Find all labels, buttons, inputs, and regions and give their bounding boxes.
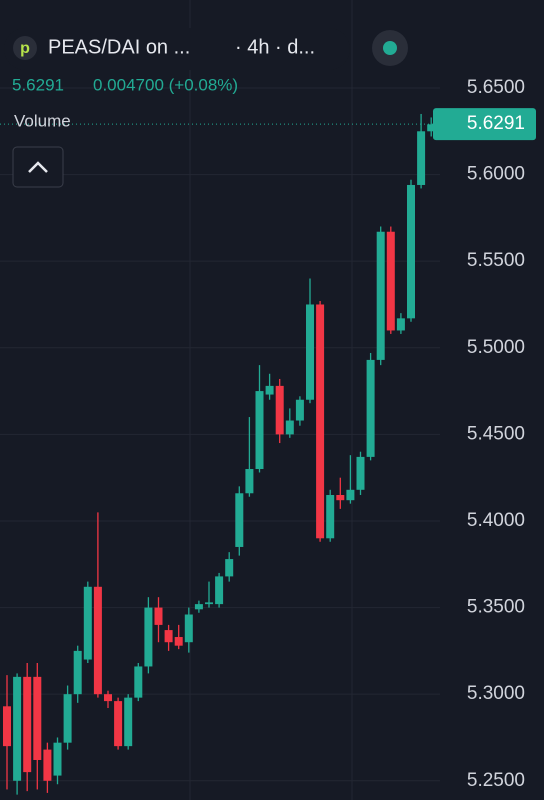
y-tick-label: 5.3000: [467, 683, 525, 704]
logo-letter: p: [20, 40, 30, 57]
candle-body: [194, 604, 203, 610]
candle-body: [164, 630, 173, 643]
candle-body: [306, 304, 314, 400]
candle-body: [83, 586, 92, 660]
candle-body: [255, 391, 264, 470]
y-tick-label: 5.6500: [467, 77, 525, 98]
candle-body: [184, 614, 193, 643]
candle-body: [366, 359, 375, 457]
candle-body: [225, 559, 234, 577]
candle-body: [386, 231, 395, 331]
candle-body: [336, 494, 345, 501]
candle-body: [376, 231, 385, 360]
logo: [13, 36, 37, 60]
candle-body: [356, 456, 365, 490]
y-tick-label: 5.5500: [467, 250, 525, 271]
candle-body: [93, 586, 102, 695]
candle-body: [114, 701, 123, 747]
candle-body: [33, 676, 42, 760]
candle-body: [104, 694, 112, 702]
candle-body: [154, 607, 163, 625]
y-tick-label: 5.4000: [467, 510, 525, 531]
candle-body: [174, 637, 183, 646]
candle-body: [205, 602, 213, 605]
candle-body: [3, 706, 11, 747]
candle-body: [53, 742, 62, 776]
y-tick-label: 5.6000: [467, 164, 525, 185]
candle-body: [134, 666, 143, 698]
candles: 5.6291: [0, 108, 536, 795]
candle-body: [144, 607, 153, 667]
candle-body: [427, 124, 436, 132]
candle-body: [245, 469, 254, 494]
chevron-up: [28, 161, 48, 173]
price-tag-label: 5.6291: [467, 113, 525, 134]
candle-body: [326, 494, 335, 539]
candle-body: [346, 489, 355, 501]
candle-body: [124, 697, 133, 747]
y-tick-label: 5.4500: [467, 423, 525, 444]
candle-body: [235, 493, 244, 547]
candle-body: [265, 385, 274, 395]
candle-body: [23, 676, 32, 773]
candle-body: [215, 576, 224, 605]
header-pill: [4, 28, 350, 70]
candle-body: [275, 385, 284, 435]
symbol-title: PEAS/DAI on ...: [48, 36, 190, 58]
candle-body: [73, 650, 82, 695]
collapse-button[interactable]: [12, 146, 64, 188]
candle-body: [417, 131, 426, 185]
overlay: p PEAS/DAI on ... · 4h · d... 5.6291 0.0…: [4, 28, 408, 188]
y-tick-label: 5.2500: [467, 770, 525, 791]
candle-body: [43, 749, 52, 781]
candle-body: [13, 676, 22, 781]
y-tick-label: 5.3500: [467, 597, 525, 618]
status-dot: [383, 41, 397, 55]
last-price: 5.6291: [12, 75, 64, 94]
volume-label: Volume: [14, 111, 71, 130]
grid: 5.2500 5.3000 5.3500 5.4000 5.4500 5.5000 5.55…: [0, 77, 525, 791]
candle-body: [285, 420, 294, 435]
price-tag: [433, 108, 536, 141]
candle-body: [316, 304, 325, 539]
candle-body: [63, 694, 72, 743]
price-change: 0.004700 (+0.08%): [93, 75, 238, 94]
candle-body: [407, 184, 415, 319]
interval: · 4h · d...: [235, 36, 315, 58]
y-tick-label: 5.5000: [467, 337, 525, 358]
candle-body: [295, 399, 304, 421]
candle-body: [396, 318, 405, 331]
